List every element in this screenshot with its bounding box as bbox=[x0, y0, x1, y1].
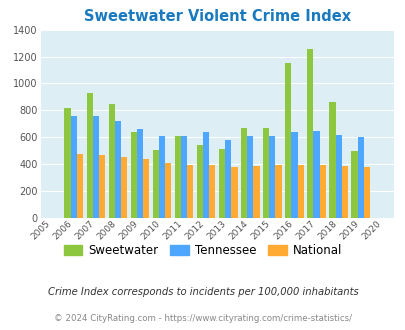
Bar bbox=[313, 131, 319, 218]
Bar bbox=[351, 151, 357, 218]
Text: © 2024 CityRating.com - https://www.cityrating.com/crime-statistics/: © 2024 CityRating.com - https://www.city… bbox=[54, 314, 351, 323]
Bar bbox=[181, 136, 187, 218]
Bar bbox=[152, 150, 158, 218]
Bar bbox=[64, 108, 70, 218]
Bar bbox=[175, 136, 181, 218]
Bar bbox=[187, 165, 193, 218]
Bar bbox=[165, 163, 171, 218]
Legend: Sweetwater, Tennessee, National: Sweetwater, Tennessee, National bbox=[59, 239, 346, 261]
Bar bbox=[70, 116, 77, 218]
Bar bbox=[231, 167, 237, 218]
Bar bbox=[130, 132, 136, 218]
Bar bbox=[218, 148, 225, 218]
Bar bbox=[328, 102, 335, 218]
Bar bbox=[158, 136, 165, 218]
Title: Sweetwater Violent Crime Index: Sweetwater Violent Crime Index bbox=[83, 9, 350, 24]
Bar bbox=[136, 129, 143, 218]
Bar bbox=[291, 132, 297, 218]
Bar bbox=[86, 93, 92, 218]
Bar bbox=[297, 165, 303, 218]
Bar bbox=[319, 165, 325, 218]
Bar bbox=[247, 136, 253, 218]
Bar bbox=[196, 145, 202, 218]
Bar bbox=[241, 128, 247, 218]
Bar bbox=[225, 140, 231, 218]
Bar bbox=[121, 157, 127, 218]
Bar bbox=[341, 166, 347, 218]
Text: Crime Index corresponds to incidents per 100,000 inhabitants: Crime Index corresponds to incidents per… bbox=[47, 287, 358, 297]
Bar bbox=[99, 155, 105, 218]
Bar bbox=[269, 136, 275, 218]
Bar bbox=[307, 49, 313, 218]
Bar bbox=[143, 159, 149, 218]
Bar bbox=[92, 116, 99, 218]
Bar bbox=[253, 166, 259, 218]
Bar bbox=[115, 121, 121, 218]
Bar bbox=[363, 167, 369, 218]
Bar bbox=[275, 165, 281, 218]
Bar bbox=[262, 128, 269, 218]
Bar bbox=[335, 135, 341, 218]
Bar bbox=[202, 132, 209, 218]
Bar bbox=[209, 165, 215, 218]
Bar bbox=[357, 137, 363, 218]
Bar bbox=[108, 104, 115, 218]
Bar bbox=[77, 154, 83, 218]
Bar bbox=[284, 63, 291, 218]
